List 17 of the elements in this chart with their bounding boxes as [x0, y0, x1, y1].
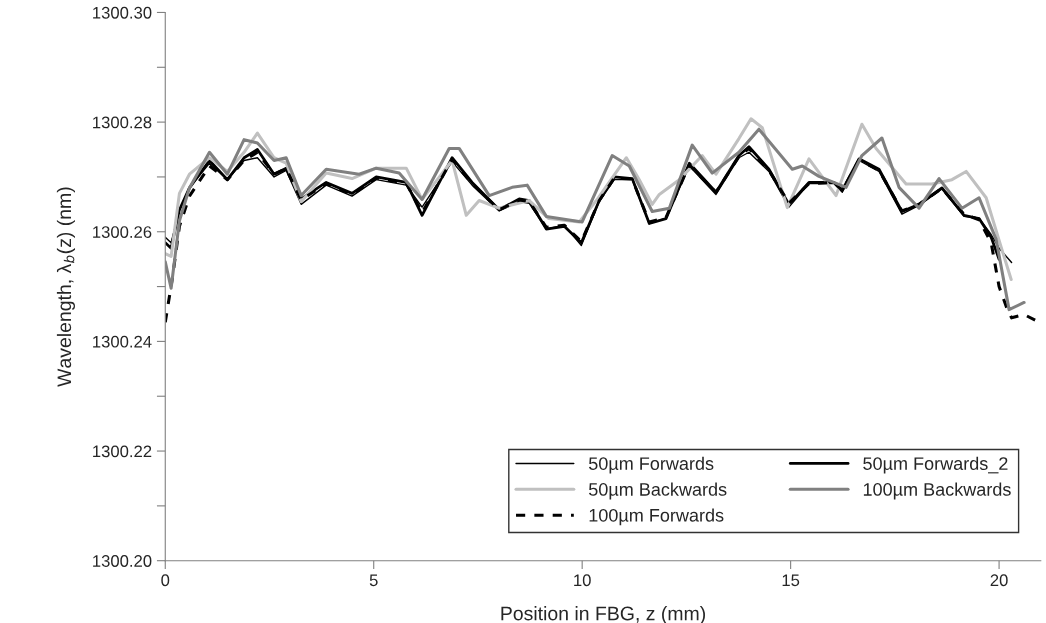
- x-tick-label: 5: [369, 574, 378, 587]
- x-tick-label: 20: [990, 574, 1008, 587]
- y-tick-label: 1300.26: [93, 226, 152, 238]
- y-tick-label: 1300.30: [93, 6, 152, 19]
- y-tick-label: 1300.24: [93, 335, 152, 348]
- x-tick-label: 10: [574, 574, 591, 587]
- y-tick-label: 1300.28: [93, 116, 152, 129]
- y-tick-label: 1300.20: [93, 555, 152, 567]
- y-axis-title: Wavelength, λ$_{b}$(z) (nm): [56, 187, 76, 387]
- x-tick-label: 15: [782, 574, 800, 587]
- x-tick-label: 0: [161, 574, 170, 587]
- y-tick-label: 1300.22: [93, 445, 152, 458]
- legend-label: 50µm Forwards_2: [863, 456, 1008, 474]
- legend-label: 50µm Backwards: [588, 482, 727, 500]
- legend-label: 100µm Backwards: [863, 482, 1011, 500]
- legend-label: 50µm Forwards: [588, 456, 714, 474]
- legend-label: 100µm Forwards: [589, 508, 724, 526]
